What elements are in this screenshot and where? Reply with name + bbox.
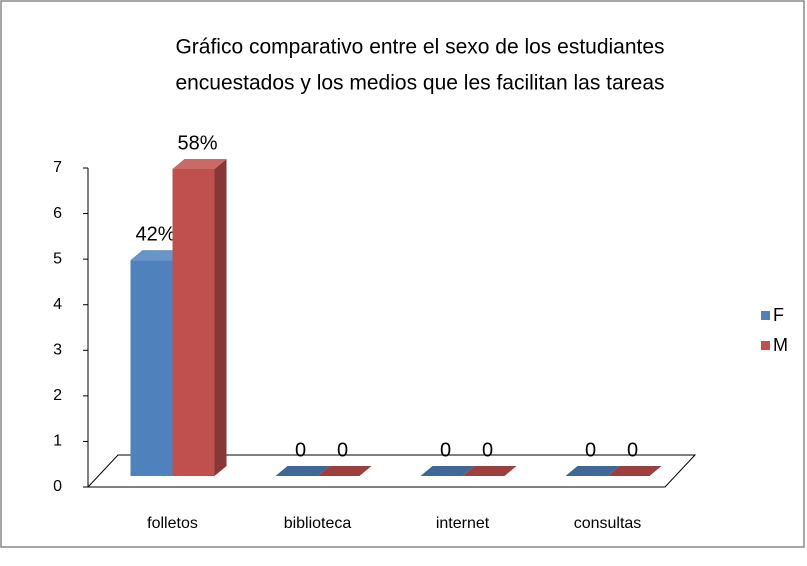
bar bbox=[607, 466, 662, 476]
bar bbox=[462, 466, 517, 476]
bar-face bbox=[214, 159, 227, 476]
y-tick-label: 7 bbox=[53, 159, 62, 176]
y-tick-label: 0 bbox=[53, 478, 62, 495]
bar-face bbox=[172, 159, 227, 169]
y-tick-label: 4 bbox=[53, 296, 62, 313]
bar-face bbox=[607, 466, 662, 476]
x-tick-label: biblioteca bbox=[284, 515, 352, 532]
data-label: 0 bbox=[337, 439, 348, 461]
data-label: 0 bbox=[585, 439, 596, 461]
x-tick-label: consultas bbox=[574, 515, 642, 532]
y-tick-label: 6 bbox=[53, 205, 62, 222]
data-label: 0 bbox=[627, 439, 638, 461]
legend-swatch bbox=[761, 311, 770, 320]
y-tick-label: 3 bbox=[53, 342, 62, 359]
data-label: 0 bbox=[295, 439, 306, 461]
bar bbox=[317, 466, 372, 476]
bar-face bbox=[130, 260, 173, 476]
bar bbox=[420, 466, 475, 476]
y-tick-label: 1 bbox=[53, 433, 62, 450]
bar-face bbox=[565, 466, 620, 476]
data-label: 0 bbox=[482, 439, 493, 461]
bar bbox=[565, 466, 620, 476]
bar-face bbox=[172, 169, 215, 476]
bar-face bbox=[275, 466, 330, 476]
floor bbox=[86, 454, 697, 488]
bar-face bbox=[420, 466, 475, 476]
data-label: 42% bbox=[135, 223, 175, 245]
bar-face bbox=[317, 466, 372, 476]
bar bbox=[172, 159, 227, 476]
bar-face bbox=[462, 466, 517, 476]
bar bbox=[275, 466, 330, 476]
legend-label: M bbox=[773, 335, 788, 355]
legend-swatch bbox=[761, 341, 770, 350]
bar-face bbox=[130, 250, 185, 261]
x-tick-label: internet bbox=[436, 515, 490, 532]
chart-title: Gráfico comparativo entre el sexo de los… bbox=[175, 36, 664, 59]
legend-label: F bbox=[773, 305, 784, 325]
chart-title: encuestados y los medios que les facilit… bbox=[175, 72, 664, 95]
y-tick-label: 5 bbox=[53, 250, 62, 267]
data-label: 58% bbox=[177, 132, 217, 154]
y-tick-label: 2 bbox=[53, 387, 62, 404]
data-label: 0 bbox=[440, 439, 451, 461]
x-tick-label: folletos bbox=[147, 515, 198, 532]
